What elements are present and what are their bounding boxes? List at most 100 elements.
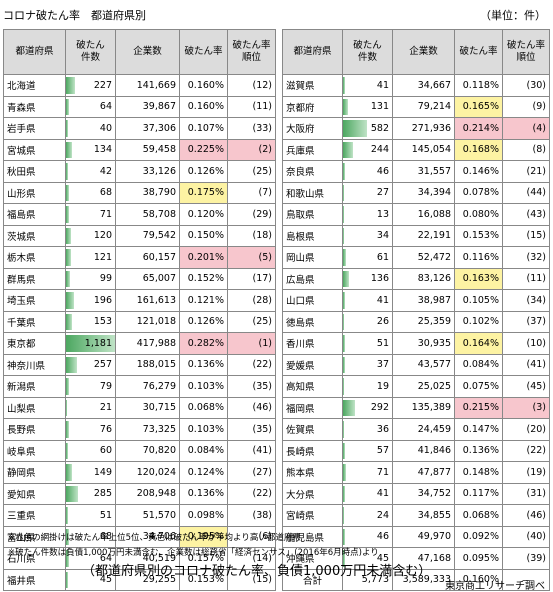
count-data-bar <box>66 464 73 481</box>
rate-rank: (22) <box>227 353 276 376</box>
bankruptcy-count: 1,181 <box>84 337 112 349</box>
rate-rank: (22) <box>502 439 550 462</box>
count-data-bar <box>66 270 71 287</box>
bankruptcy-count: 51 <box>376 337 389 349</box>
table-row: 和歌山県 27 34,394 0.078% (44) <box>282 181 550 204</box>
table-row: 奈良県 46 31,557 0.146% (21) <box>282 160 550 183</box>
firm-count: 135,389 <box>392 396 455 419</box>
count-data-bar <box>66 206 69 223</box>
rate-rank: (11) <box>227 95 276 118</box>
table-row: 鹿児島県 46 49,970 0.092% (40) <box>282 525 550 548</box>
prefecture-name: 香川県 <box>282 332 343 355</box>
rate-rank: (35) <box>227 418 276 441</box>
table-row: 京都府 131 79,214 0.165% (9) <box>282 95 550 118</box>
rate-rank: (30) <box>502 74 550 97</box>
bankruptcy-rate: 0.152% <box>179 267 228 290</box>
rate-rank: (44) <box>502 181 550 204</box>
bankruptcy-count: 36 <box>376 423 389 435</box>
count-data-bar <box>66 120 68 137</box>
count-data-bar <box>343 313 345 330</box>
count-data-bar <box>343 378 344 395</box>
bankruptcy-count-cell: 71 <box>342 461 393 484</box>
count-data-bar <box>343 206 344 223</box>
prefecture-name: 山形県 <box>3 181 66 204</box>
prefecture-name: 東京都 <box>3 332 66 355</box>
prefecture-name: 群馬県 <box>3 267 66 290</box>
firm-count: 38,987 <box>392 289 455 312</box>
bankruptcy-count-cell: 61 <box>342 246 393 269</box>
firm-count: 34,855 <box>392 504 455 527</box>
header-rate: 破たん率 <box>179 29 228 75</box>
table-row: 宮城県 134 59,458 0.225% (2) <box>3 138 276 161</box>
bankruptcy-count: 41 <box>376 488 389 500</box>
bankruptcy-rate: 0.160% <box>179 74 228 97</box>
prefecture-name: 栃木県 <box>3 246 66 269</box>
count-data-bar <box>66 98 69 115</box>
table-row: 富山県 68 34,706 0.195% (6) <box>3 525 276 548</box>
prefecture-name: 北海道 <box>3 74 66 97</box>
prefecture-name: 愛知県 <box>3 482 66 505</box>
table-row: 千葉県 153 121,018 0.126% (25) <box>3 310 276 333</box>
bankruptcy-count: 68 <box>99 187 112 199</box>
header-firms: 企業数 <box>115 29 180 75</box>
bankruptcy-rate: 0.214% <box>454 117 503 140</box>
firm-count: 33,126 <box>115 160 180 183</box>
firm-count: 59,458 <box>115 138 180 161</box>
table-row: 愛知県 285 208,948 0.136% (22) <box>3 482 276 505</box>
bankruptcy-count-cell: 21 <box>65 396 116 419</box>
bankruptcy-count: 120 <box>93 230 112 242</box>
prefecture-name: 神奈川県 <box>3 353 66 376</box>
bankruptcy-count: 42 <box>99 165 112 177</box>
table-row: 鳥取県 13 16,088 0.080% (43) <box>282 203 550 226</box>
table-row: 福井県 45 29,255 0.153% (15) <box>3 568 276 591</box>
prefecture-name: 秋田県 <box>3 160 66 183</box>
table-row: 青森県 64 39,867 0.160% (11) <box>3 95 276 118</box>
prefecture-name: 愛媛県 <box>282 353 343 376</box>
bankruptcy-count: 257 <box>93 359 112 371</box>
left-prefecture-table: 都道府県 破たん 件数 企業数 破たん率 破たん率 順位 北海道 227 141,669… <box>3 29 276 591</box>
bankruptcy-rate: 0.225% <box>179 138 228 161</box>
bankruptcy-count-cell: 153 <box>65 310 116 333</box>
table-row: 長崎県 57 41,846 0.136% (22) <box>282 439 550 462</box>
bankruptcy-count: 45 <box>99 574 112 586</box>
rate-rank: (4) <box>502 117 550 140</box>
bankruptcy-rate: 0.120% <box>179 203 228 226</box>
table-row: 東京都 1,181 417,988 0.282% (1) <box>3 332 276 355</box>
bankruptcy-count-cell: 37 <box>342 353 393 376</box>
rate-rank: (46) <box>502 504 550 527</box>
count-data-bar <box>343 141 354 158</box>
rate-rank: (39) <box>502 547 550 570</box>
prefecture-name: 福井県 <box>3 568 66 591</box>
bankruptcy-rate: 0.117% <box>454 482 503 505</box>
header-pref: 都道府県 <box>282 29 343 75</box>
bankruptcy-count: 19 <box>376 380 389 392</box>
firm-count: 79,542 <box>115 224 180 247</box>
bankruptcy-count-cell: 79 <box>65 375 116 398</box>
count-data-bar <box>66 421 70 438</box>
rate-rank: (34) <box>502 289 550 312</box>
count-data-bar <box>343 249 346 266</box>
prefecture-name: 滋賀県 <box>282 74 343 97</box>
bankruptcy-count: 45 <box>376 552 389 564</box>
rate-rank: (2) <box>227 138 276 161</box>
bankruptcy-rate: 0.136% <box>179 482 228 505</box>
bankruptcy-count-cell: 34 <box>342 224 393 247</box>
bankruptcy-count: 136 <box>370 273 389 285</box>
firm-count: 41,846 <box>392 439 455 462</box>
prefecture-name: 山梨県 <box>3 396 66 419</box>
firm-count: 34,394 <box>392 181 455 204</box>
bankruptcy-count-cell: 582 <box>342 117 393 140</box>
bankruptcy-count: 64 <box>99 552 112 564</box>
right-prefecture-table: 都道府県 破たん 件数 企業数 破たん率 破たん率 順位 滋賀県 41 34,667 0.… <box>282 29 550 591</box>
rate-rank: (18) <box>227 224 276 247</box>
header-rank: 破たん率 順位 <box>227 29 276 75</box>
rate-rank: (1) <box>227 332 276 355</box>
firm-count: 141,669 <box>115 74 180 97</box>
rate-rank: (8) <box>502 138 550 161</box>
firm-count: 31,557 <box>392 160 455 183</box>
bankruptcy-count: 68 <box>99 531 112 543</box>
bankruptcy-count: 244 <box>370 144 389 156</box>
table-row: 新潟県 79 76,279 0.103% (35) <box>3 375 276 398</box>
table-row: 島根県 34 22,191 0.153% (15) <box>282 224 550 247</box>
table-row: 静岡県 149 120,024 0.124% (27) <box>3 461 276 484</box>
